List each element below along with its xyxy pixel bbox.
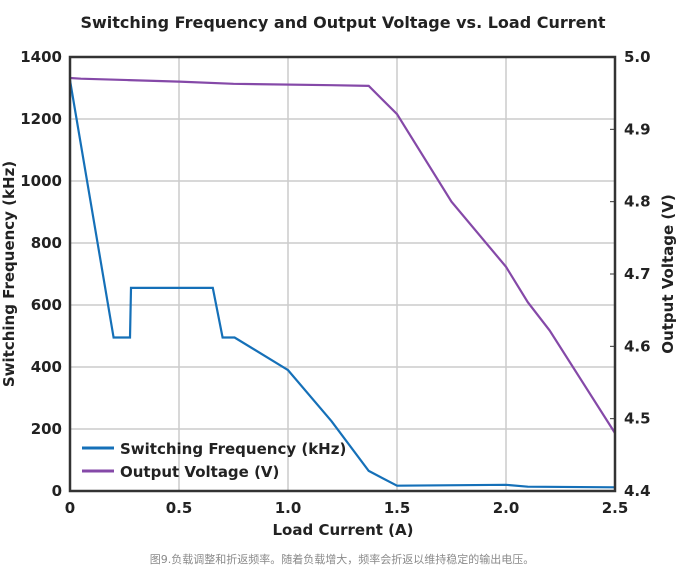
chart-title: Switching Frequency and Output Voltage v… bbox=[80, 13, 605, 32]
x-tick-label: 0.5 bbox=[166, 499, 193, 517]
y-tick-label: 800 bbox=[31, 234, 62, 252]
series-line-voltage bbox=[69, 76, 616, 434]
legend-label-voltage: Output Voltage (V) bbox=[120, 463, 279, 481]
legend-label-frequency: Switching Frequency (kHz) bbox=[120, 440, 346, 458]
legend: Switching Frequency (kHz) Output Voltage… bbox=[82, 440, 346, 481]
grid-lines bbox=[69, 56, 616, 492]
y-tick-label: 1000 bbox=[20, 172, 62, 190]
x-tick-label: 0 bbox=[65, 499, 75, 517]
y2-tick-label: 4.8 bbox=[624, 193, 651, 211]
x-tick-label: 2.5 bbox=[602, 499, 629, 517]
y-axis-ticks: 0 200 400 600 800 1000 1200 1400 bbox=[20, 48, 62, 500]
x-tick-label: 1.0 bbox=[275, 499, 302, 517]
x-axis-ticks: 0 0.5 1.0 1.5 2.0 2.5 bbox=[65, 499, 629, 517]
y-tick-label: 0 bbox=[52, 482, 62, 500]
series-line-frequency bbox=[68, 80, 616, 489]
y2-tick-label: 4.7 bbox=[624, 265, 651, 283]
y2-axis-ticks: 4.4 4.5 4.6 4.7 4.8 4.9 5.0 bbox=[610, 48, 651, 500]
y2-axis-label: Output Voltage (V) bbox=[659, 194, 677, 353]
y-tick-label: 600 bbox=[31, 296, 62, 314]
series-group bbox=[68, 76, 616, 489]
plot-frame bbox=[68, 55, 617, 493]
y-tick-label: 400 bbox=[31, 358, 62, 376]
y2-tick-label: 4.9 bbox=[624, 120, 651, 138]
x-tick-label: 1.5 bbox=[384, 499, 411, 517]
x-axis-label: Load Current (A) bbox=[273, 521, 414, 539]
y2-tick-label: 4.4 bbox=[624, 482, 651, 500]
y-axis-label: Switching Frequency (kHz) bbox=[0, 161, 18, 387]
y-tick-label: 1400 bbox=[20, 48, 62, 66]
chart: Switching Frequency and Output Voltage v… bbox=[0, 13, 677, 539]
figure-caption: 图9.负载调整和折返频率。随着负载增大，频率会折返以维持稳定的输出电压。 bbox=[149, 553, 535, 566]
x-tick-label: 2.0 bbox=[493, 499, 520, 517]
y-tick-label: 1200 bbox=[20, 110, 62, 128]
y-tick-label: 200 bbox=[31, 420, 62, 438]
y2-tick-label: 5.0 bbox=[624, 48, 651, 66]
y2-tick-label: 4.6 bbox=[624, 337, 651, 355]
y2-tick-label: 4.5 bbox=[624, 410, 651, 428]
